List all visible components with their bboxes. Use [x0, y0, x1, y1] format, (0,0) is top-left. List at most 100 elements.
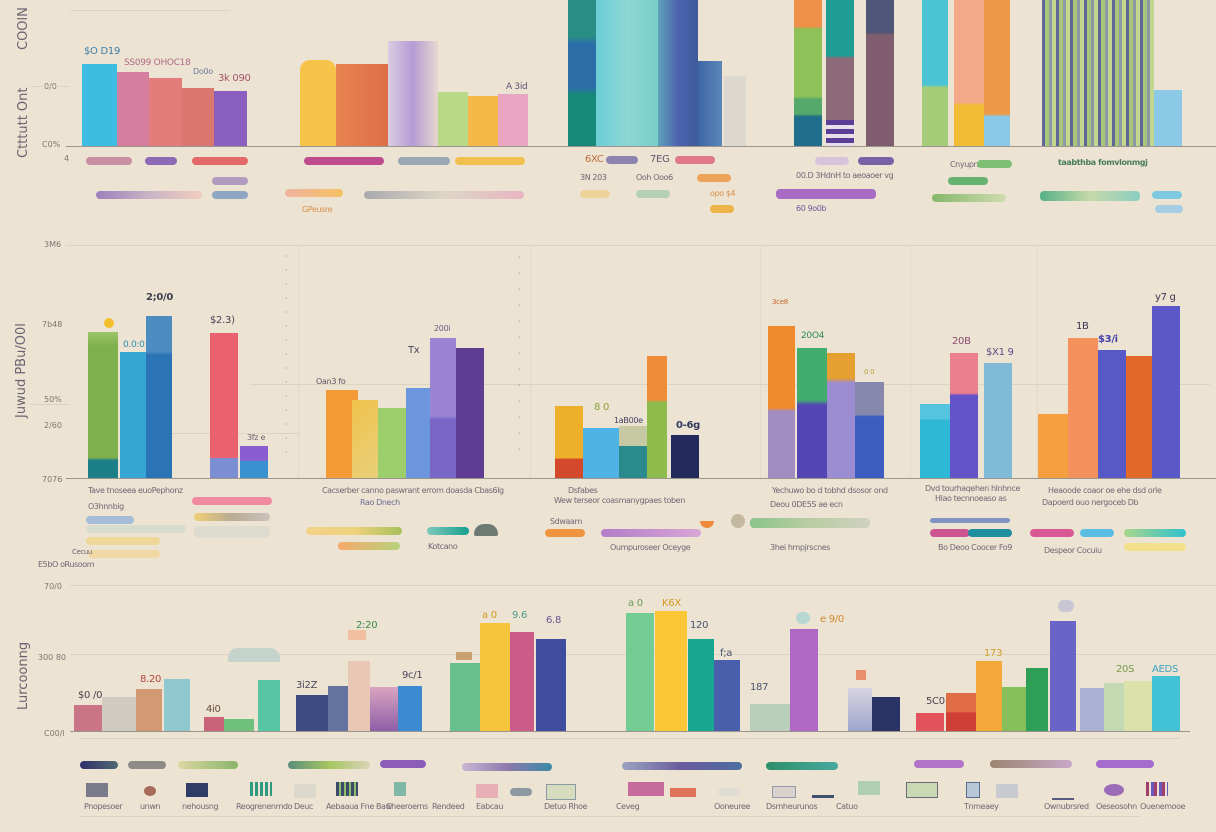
bar	[149, 78, 182, 146]
bar	[328, 686, 348, 731]
legend-pill	[545, 529, 585, 537]
bar	[797, 348, 827, 478]
bar	[1026, 668, 1048, 731]
row3-tick: 70/0	[44, 582, 62, 591]
bar	[1126, 356, 1152, 478]
legend-pill	[948, 177, 988, 185]
legend-caption: unwn	[140, 802, 161, 811]
legend-caption: Oeseosohn	[1096, 802, 1137, 811]
bar-value-label: 6XC	[585, 154, 604, 165]
legend-pill	[86, 516, 134, 524]
caption: Tave tnoseea euoPephonz	[88, 486, 183, 495]
bar	[1080, 688, 1104, 731]
caption: Cacserber canno paswrant errom doasda Cb…	[322, 486, 504, 495]
row2-y-axis-label: Juwud PBu/O0l	[14, 323, 29, 418]
cloud-icon	[1058, 600, 1074, 612]
bar	[210, 458, 238, 478]
bar	[82, 64, 117, 146]
row2-panel-d-chart	[768, 250, 888, 478]
caption: Kotcano	[428, 542, 458, 551]
bar-value-label: 20S	[1116, 664, 1135, 675]
bar-value-label: 20O4	[801, 331, 825, 341]
legend-pill	[776, 189, 876, 199]
legend-pill	[194, 513, 270, 521]
caption: Rao Dnech	[360, 498, 400, 507]
row2-panel-b-chart	[326, 250, 496, 478]
legend-pill	[622, 762, 742, 770]
legend-pill	[338, 542, 400, 550]
bar	[258, 680, 280, 731]
legend-pill	[178, 761, 238, 769]
axis-tick-column: · · · · · · · · · · · · ·	[518, 253, 521, 454]
bar-value-label: A 3id	[506, 82, 528, 92]
bar	[204, 717, 224, 731]
bar	[826, 120, 854, 146]
legend-pill	[128, 761, 166, 769]
bar	[164, 679, 190, 731]
bar	[916, 713, 944, 731]
caption: Ooh Ooo6	[636, 173, 673, 182]
bar-value-label: 20B	[952, 336, 971, 347]
caption: Dapoerd ouo nergoceb Db	[1042, 498, 1139, 507]
bar-value-label: a 0	[628, 598, 643, 609]
bar	[370, 687, 398, 731]
bar	[866, 0, 894, 146]
legend-pill	[194, 526, 270, 538]
bar-value-label: 1aB00e	[614, 416, 643, 425]
legend-caption: Pnopesoer	[84, 802, 123, 811]
bar-value-label: y7 g	[1155, 292, 1176, 303]
bar	[182, 88, 214, 146]
legend-pill	[1096, 760, 1154, 768]
bar-value-label: 8.20	[140, 674, 162, 685]
bar	[790, 629, 818, 731]
bar	[1038, 414, 1068, 478]
legend-caption: Ouenemooe	[1140, 802, 1186, 811]
legend-caption: Reogrenenmdo	[236, 802, 293, 811]
bar	[619, 426, 647, 446]
robot-icon	[858, 781, 880, 795]
tag-icon	[670, 788, 696, 797]
person-icon	[394, 782, 406, 796]
bar-value-label: 0.0:0	[123, 340, 145, 350]
legend-pill	[977, 160, 1012, 168]
bar-value-label: 3ce8	[772, 298, 788, 306]
row2-x-axis	[66, 478, 1216, 479]
legend-caption: Detuo Rhoe	[544, 802, 588, 811]
legend-pill	[285, 189, 343, 197]
bar	[1098, 350, 1126, 478]
bowl-icon	[700, 521, 714, 528]
car-icon	[996, 784, 1018, 798]
legend-pill	[1155, 205, 1183, 213]
bar-value-label: 3k 090	[218, 73, 251, 84]
bar	[456, 348, 484, 478]
row3-panel-a-chart	[74, 600, 434, 731]
caption: Oumpuroseer Oceyge	[610, 543, 691, 552]
bar	[240, 446, 268, 478]
row2-tick: 7076	[42, 475, 63, 484]
monitor-icon	[906, 782, 938, 798]
bar	[450, 663, 480, 731]
legend-caption: Deuc	[294, 802, 313, 811]
bar-value-label: a 0	[482, 610, 497, 621]
legend-pill	[815, 157, 849, 165]
row2-panel-e-chart	[920, 250, 1020, 478]
bar	[855, 382, 884, 478]
bookshelf-icon	[1146, 782, 1168, 796]
caption: Hlao tecnnoeaso as	[935, 494, 1007, 503]
bar	[210, 333, 238, 478]
caption: Despeor Cocuiu	[1044, 546, 1102, 555]
bar	[655, 611, 687, 731]
bar	[74, 705, 102, 731]
legend-pill	[380, 760, 426, 768]
legend-pill	[364, 191, 524, 199]
bar	[117, 72, 149, 146]
bowl-icon	[1104, 784, 1124, 796]
cloud-icon	[796, 612, 810, 624]
bar-value-label: $O D19	[84, 46, 121, 57]
bar-value-label: 2;0/0	[146, 292, 174, 303]
bar	[768, 326, 795, 478]
legend-pill	[427, 527, 469, 535]
bar	[536, 639, 566, 731]
legend-caption: nehousng	[182, 802, 219, 811]
legend-caption: Aebaaua Fne Baw	[326, 802, 392, 811]
